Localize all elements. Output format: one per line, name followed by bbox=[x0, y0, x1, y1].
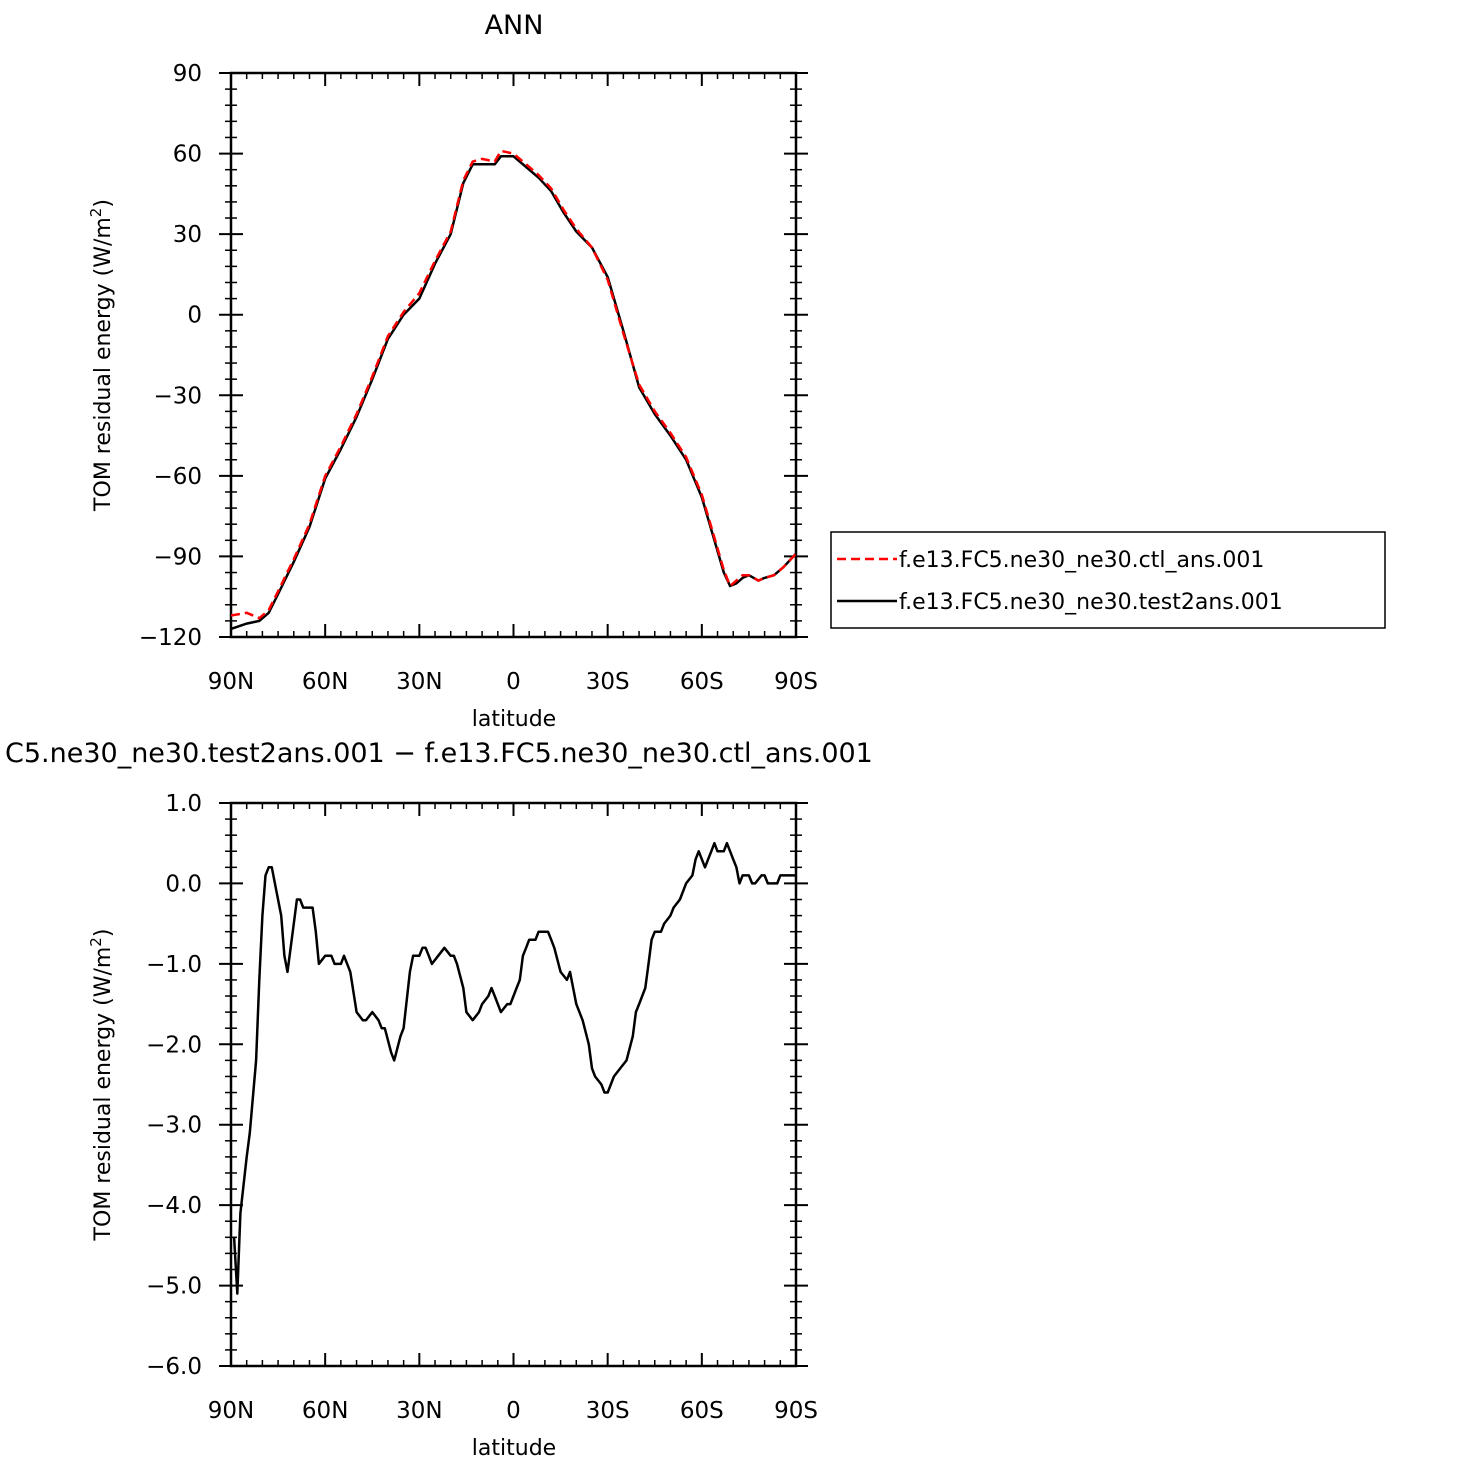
series-line-a bbox=[232, 841, 796, 1295]
y-axis-label-difference: TOM residual energy (W/m2) bbox=[87, 929, 116, 1242]
y-tick-label: 0.0 bbox=[165, 871, 202, 897]
x-tick-label: 60S bbox=[680, 1398, 724, 1424]
y-tick-label: −1.0 bbox=[146, 952, 202, 978]
series-line-b bbox=[230, 155, 797, 631]
legend-box bbox=[830, 531, 1386, 629]
series-group bbox=[230, 149, 797, 631]
x-tick-label: 90S bbox=[774, 1398, 818, 1424]
legend-entry-ctl: f.e13.FC5.ne30_ne30.ctl_ans.001 bbox=[899, 548, 1264, 573]
x-tick-label: 90N bbox=[208, 1398, 254, 1424]
y-tick-label: −3.0 bbox=[146, 1113, 202, 1139]
y-tick-label: 60 bbox=[173, 142, 202, 168]
y-tick-label: −4.0 bbox=[146, 1193, 202, 1219]
axes: 90N 60N 30N 0 30S 60S 90S −120 −90 −60 −30 0 30 60 90 bbox=[139, 61, 818, 695]
x-tick-label: 30S bbox=[586, 1398, 630, 1424]
x-tick-label: 90S bbox=[774, 669, 818, 695]
y-tick-label: −90 bbox=[153, 544, 202, 570]
legend-entry-test: f.e13.FC5.ne30_ne30.test2ans.001 bbox=[899, 590, 1283, 615]
y-tick-label: −6.0 bbox=[146, 1354, 202, 1380]
chart-title: ANN bbox=[485, 10, 544, 41]
legend: f.e13.FC5.ne30_ne30.ctl_ans.001 f.e13.FC… bbox=[830, 531, 1386, 629]
x-tick-label: 0 bbox=[506, 669, 521, 695]
y-axis-label-text: TOM residual energy (W/m2) bbox=[87, 929, 116, 1242]
x-tick-label: 0 bbox=[506, 1398, 521, 1424]
x-axis-label: latitude bbox=[472, 707, 556, 732]
y-tick-label: 0 bbox=[187, 303, 202, 329]
x-axis-label-difference: latitude bbox=[472, 1436, 556, 1461]
series-group-difference bbox=[232, 841, 796, 1295]
plot-frame bbox=[229, 801, 798, 1368]
y-tick-label: 90 bbox=[173, 61, 202, 87]
x-tick-label: 60S bbox=[680, 669, 724, 695]
x-tick-label: 90N bbox=[208, 669, 254, 695]
top-panel: ANN TOM residual energy (W/m2) latitude … bbox=[87, 10, 818, 732]
y-tick-label: −120 bbox=[139, 625, 202, 651]
x-tick-label: 30S bbox=[586, 669, 630, 695]
series-line-a bbox=[230, 149, 797, 620]
y-tick-label: −2.0 bbox=[146, 1032, 202, 1058]
y-tick-label: −30 bbox=[153, 383, 202, 409]
bottom-panel: C5.ne30_ne30.test2ans.001 − f.e13.FC5.ne… bbox=[5, 738, 873, 1461]
chart-title-difference: C5.ne30_ne30.test2ans.001 − f.e13.FC5.ne… bbox=[5, 738, 873, 769]
y-tick-label: 30 bbox=[173, 222, 202, 248]
y-tick-label: −60 bbox=[153, 464, 202, 490]
x-tick-label: 60N bbox=[302, 1398, 348, 1424]
y-tick-label: −5.0 bbox=[146, 1274, 202, 1300]
axes-difference: 90N 60N 30N 0 30S 60S 90S −6.0 −5.0 −4.0 −3.0 −2.0 −… bbox=[146, 791, 818, 1424]
y-axis-label-text: TOM residual energy (W/m2) bbox=[87, 199, 116, 512]
x-tick-label: 60N bbox=[302, 669, 348, 695]
x-tick-label: 30N bbox=[396, 669, 442, 695]
y-tick-label: 1.0 bbox=[165, 791, 202, 817]
x-tick-label: 30N bbox=[396, 1398, 442, 1424]
y-axis-label: TOM residual energy (W/m2) bbox=[87, 199, 116, 512]
